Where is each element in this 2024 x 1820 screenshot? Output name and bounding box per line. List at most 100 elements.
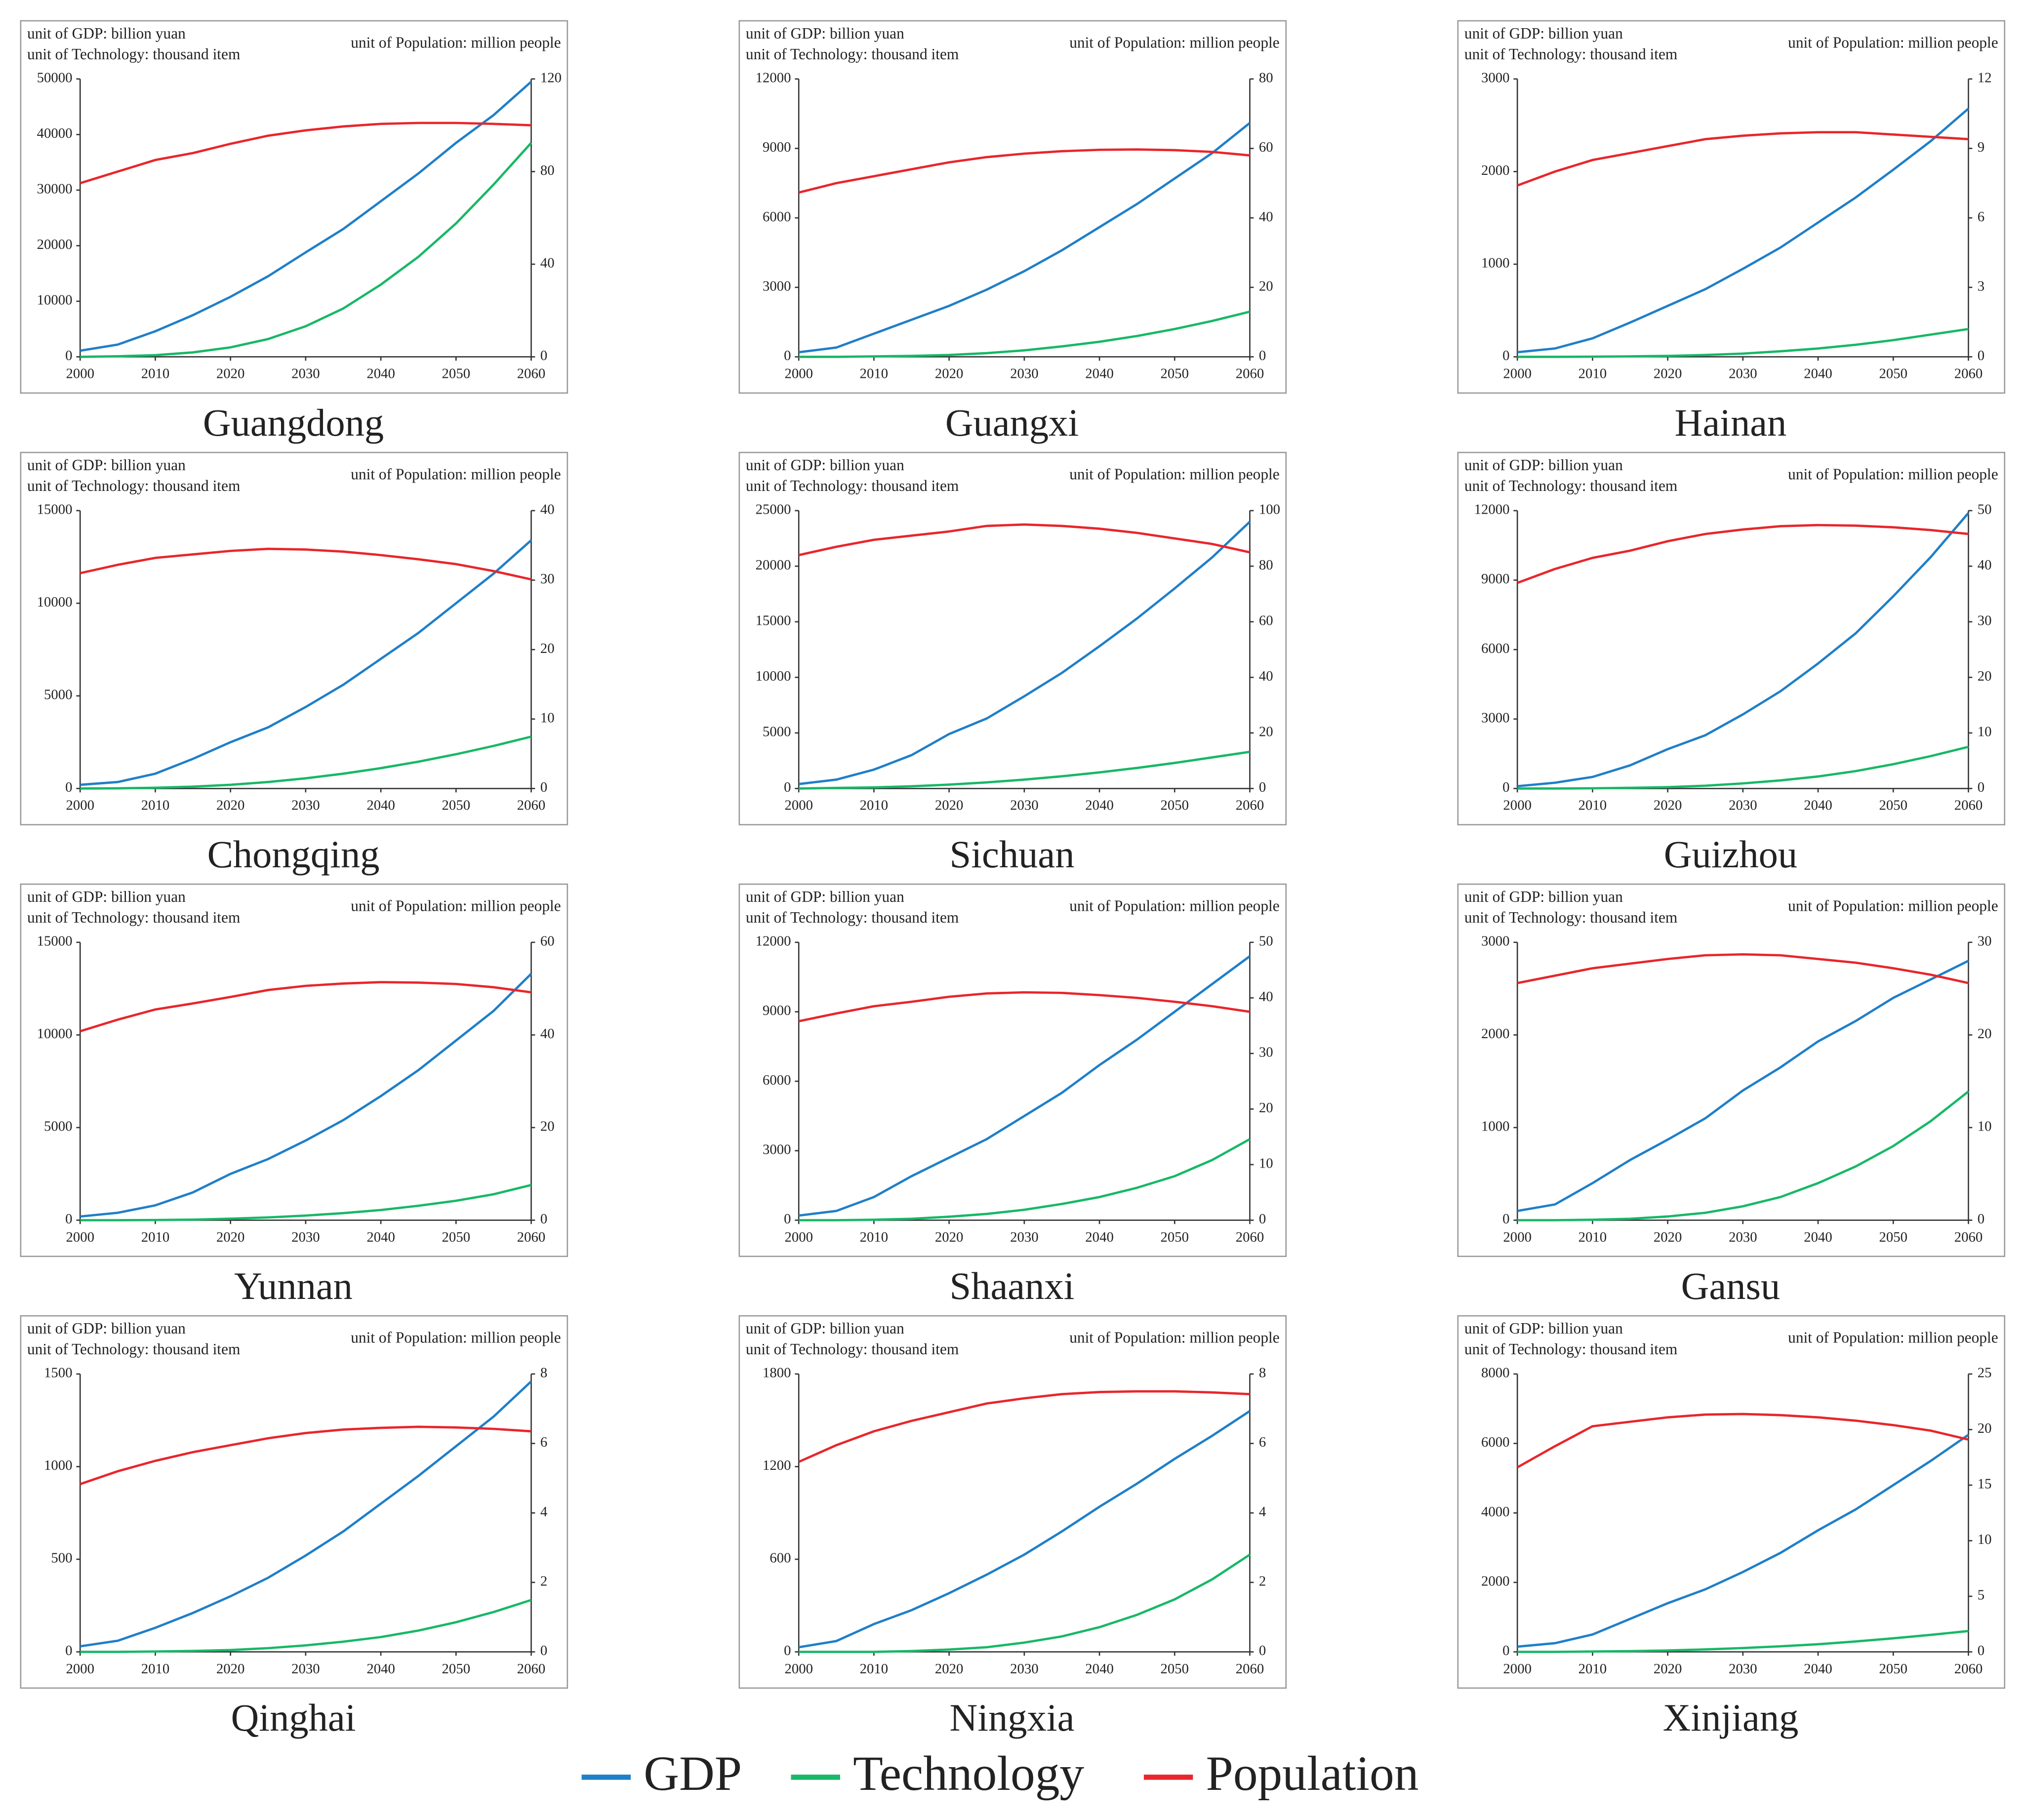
y2-tick-label: 2	[1259, 1574, 1266, 1589]
y2-tick-label: 120	[540, 70, 562, 85]
y2-tick-label: 20	[1259, 1100, 1273, 1116]
x-tick-label: 2040	[1085, 366, 1114, 382]
y2-tick-label: 0	[540, 1211, 547, 1227]
panel-frame	[20, 883, 568, 1257]
panel: unit of GDP: billion yuan unit of Technol…	[20, 883, 568, 1307]
x-tick-label: 2050	[442, 798, 471, 813]
x-tick-label: 2000	[1503, 1661, 1532, 1677]
y-tick-label: 5000	[44, 687, 73, 703]
x-tick-label: 2040	[1804, 798, 1832, 813]
y-tick-label: 10000	[37, 292, 73, 308]
y-tick-label: 50000	[37, 70, 73, 85]
series-line	[798, 521, 1251, 785]
unit-label: unit of GDP: billion yuan	[27, 456, 186, 474]
unit-label: unit of GDP: billion yuan	[27, 1320, 186, 1337]
x-tick-label: 2030	[1729, 1229, 1757, 1245]
y2-tick-label: 40	[1978, 557, 1992, 573]
y2-tick-label: 60	[540, 933, 555, 949]
y-tick-label: 30000	[37, 181, 73, 197]
y-tick-label: 3000	[763, 1141, 791, 1157]
y2-tick-label: 25	[1978, 1365, 1992, 1381]
series-line	[80, 1425, 531, 1486]
unit-label: unit of GDP: billion yuan	[746, 1320, 904, 1337]
y-tick-label: 500	[51, 1550, 72, 1566]
series-line	[80, 547, 532, 581]
y-tick-label: 5000	[44, 1119, 73, 1134]
x-tick-label: 2060	[1236, 366, 1264, 382]
x-tick-label: 2030	[1010, 1661, 1039, 1677]
y2-tick-label: 20	[540, 641, 555, 656]
panel: unit of GDP: billion yuan unit of Technol…	[1457, 451, 2006, 876]
x-tick-label: 2060	[1954, 798, 1983, 813]
unit-label: unit of Technology: thousand item	[1464, 909, 1677, 926]
y2-tick-label: 6	[1978, 209, 1984, 225]
chart-title: Chongqing	[207, 833, 380, 876]
x-tick-label: 2000	[1503, 798, 1532, 813]
unit-label: unit of Technology: thousand item	[746, 45, 959, 63]
x-tick-label: 2060	[1236, 798, 1264, 813]
x-tick-label: 2040	[1085, 798, 1114, 813]
unit-label: unit of GDP: billion yuan	[27, 888, 186, 905]
y-tick-label: 0	[784, 779, 791, 795]
y-tick-label: 9000	[763, 139, 791, 155]
x-tick-label: 2040	[1804, 366, 1832, 382]
unit-label: unit of Technology: thousand item	[27, 1340, 240, 1358]
panel: unit of GDP: billion yuan unit of Technol…	[1457, 20, 2006, 444]
y-tick-label: 15000	[756, 613, 791, 629]
unit-label: unit of Population: million people	[351, 897, 561, 914]
x-tick-label: 2010	[860, 798, 889, 813]
y2-tick-label: 30	[540, 571, 555, 587]
y2-tick-label: 40	[1259, 989, 1273, 1005]
y2-tick-label: 40	[540, 502, 555, 518]
x-tick-label: 2010	[1579, 1661, 1607, 1677]
series-line	[798, 991, 1250, 1023]
y-tick-label: 1200	[763, 1457, 791, 1473]
chart-title: Ningxia	[950, 1696, 1075, 1739]
legend-label: Population	[1206, 1746, 1419, 1801]
y2-tick-label: 8	[1259, 1365, 1266, 1381]
unit-label: unit of Population: million people	[351, 465, 561, 483]
series-line	[798, 1410, 1251, 1649]
panel: unit of GDP: billion yuan unit of Technol…	[738, 20, 1287, 444]
series-line	[798, 148, 1250, 194]
y2-tick-label: 10	[1978, 1532, 1992, 1547]
y-tick-label: 2000	[1481, 1574, 1510, 1589]
x-tick-label: 2050	[1879, 798, 1907, 813]
series-line	[799, 750, 1250, 790]
x-tick-label: 2020	[216, 1661, 245, 1677]
y-tick-label: 40000	[37, 125, 73, 141]
y-tick-label: 600	[769, 1550, 791, 1566]
unit-label: unit of Population: million people	[1788, 465, 1998, 483]
y2-tick-label: 30	[1978, 613, 1992, 629]
y2-tick-label: 2	[540, 1574, 547, 1589]
x-tick-label: 2010	[860, 1661, 889, 1677]
y-tick-label: 3000	[1481, 70, 1510, 85]
panel-frame	[738, 1315, 1287, 1689]
legend-label: GDP	[644, 1746, 742, 1801]
x-tick-label: 2000	[1503, 1229, 1532, 1245]
y2-tick-label: 0	[1259, 1211, 1266, 1227]
panel-frame	[20, 20, 568, 394]
series-line	[80, 81, 532, 352]
y2-tick-label: 20	[1978, 668, 1992, 684]
series-line	[799, 310, 1251, 358]
series-line	[1517, 1413, 1969, 1469]
series-line	[80, 142, 532, 358]
unit-label: unit of Population: million people	[1788, 34, 1998, 51]
unit-label: unit of Technology: thousand item	[1464, 1340, 1677, 1358]
series-line	[80, 121, 531, 185]
y-tick-label: 1000	[1481, 255, 1510, 271]
unit-label: unit of GDP: billion yuan	[1464, 888, 1623, 905]
x-tick-label: 2050	[442, 1661, 471, 1677]
x-tick-label: 2050	[1161, 798, 1189, 813]
x-tick-label: 2050	[442, 366, 471, 382]
x-tick-label: 2000	[784, 1229, 813, 1245]
chart-title: Gansu	[1681, 1264, 1781, 1307]
x-tick-label: 2060	[517, 366, 546, 382]
series-line	[1517, 131, 1969, 187]
x-tick-label: 2010	[1579, 366, 1607, 382]
chart-title: Guizhou	[1664, 833, 1797, 876]
y2-tick-label: 5	[1978, 1587, 1984, 1603]
unit-label: unit of Population: million people	[1069, 465, 1280, 483]
chart-title: Guangxi	[945, 401, 1079, 444]
